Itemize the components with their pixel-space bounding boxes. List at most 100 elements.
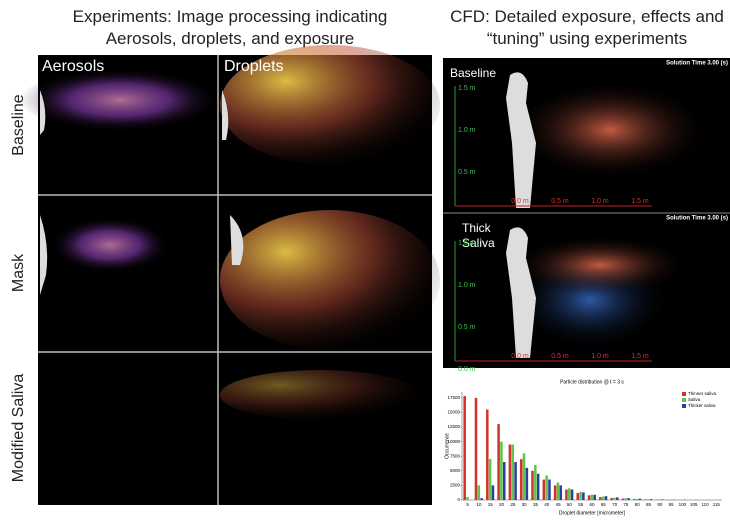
- bar: [650, 499, 653, 500]
- sim-y-label: 1.5 m: [458, 85, 476, 92]
- legend-swatch: [682, 404, 686, 408]
- bar: [633, 499, 636, 500]
- x-tick-label: 95: [669, 502, 675, 507]
- x-axis-label: Droplet diameter [micrometer]: [559, 510, 626, 516]
- sim-time: Solution Time 3.00 (s): [666, 216, 728, 222]
- bar: [526, 468, 529, 500]
- x-tick-label: 10: [476, 502, 482, 507]
- bar: [582, 492, 585, 500]
- sim-y-label: 0.5 m: [458, 169, 476, 176]
- x-tick-label: 110: [701, 502, 709, 507]
- column-label: Aerosols: [42, 58, 104, 75]
- bar: [534, 465, 537, 500]
- bar: [548, 480, 551, 500]
- sim-y-label: 0.0 m: [458, 366, 476, 373]
- bar: [497, 424, 500, 500]
- bar: [509, 445, 512, 500]
- aerosol-cloud: [20, 68, 220, 132]
- x-tick-label: 5: [466, 502, 469, 507]
- x-tick-label: 65: [601, 502, 607, 507]
- legend-label: Thicker saliva: [688, 403, 716, 408]
- y-tick-label: 12500: [447, 424, 460, 429]
- bar: [568, 488, 571, 500]
- bar: [661, 499, 664, 500]
- legend-label: Thinner saliva: [688, 391, 717, 396]
- sim-x-label: 0.0 m: [511, 198, 529, 205]
- bar: [599, 497, 602, 500]
- bar: [588, 495, 591, 500]
- x-tick-label: 50: [567, 502, 573, 507]
- bar: [520, 459, 523, 500]
- legend-label: Saliva: [688, 397, 701, 402]
- bar: [647, 499, 650, 500]
- bar: [565, 489, 568, 500]
- sim-x-label: 1.0 m: [591, 198, 609, 205]
- bar: [602, 496, 605, 500]
- bar: [560, 485, 563, 500]
- x-tick-label: 35: [533, 502, 539, 507]
- bar: [579, 492, 582, 500]
- bar: [545, 475, 548, 500]
- bar: [636, 499, 639, 500]
- bar: [523, 453, 526, 500]
- y-tick-label: 0: [457, 497, 460, 502]
- sim-x-label: 1.0 m: [591, 353, 609, 360]
- column-label: Droplets: [224, 58, 284, 75]
- x-tick-label: 75: [623, 502, 629, 507]
- y-tick-label: 2500: [450, 483, 461, 488]
- bar: [644, 499, 647, 500]
- x-tick-label: 80: [635, 502, 641, 507]
- chart-title: Particle distribution @ t = 3 s: [560, 379, 624, 385]
- x-tick-label: 40: [544, 502, 550, 507]
- figure: Experiments: Image processing indicating…: [0, 0, 730, 516]
- bar: [625, 498, 628, 500]
- bar: [480, 498, 483, 500]
- droplet-spray: [220, 370, 420, 420]
- x-tick-label: 45: [556, 502, 562, 507]
- bar: [639, 499, 642, 500]
- bar: [591, 495, 594, 500]
- x-tick-label: 60: [589, 502, 595, 507]
- sim-y-label: 0.5 m: [458, 324, 476, 331]
- y-tick-label: 7500: [450, 453, 461, 458]
- sim-label: Baseline: [450, 66, 496, 80]
- sim-x-label: 1.5 m: [631, 353, 649, 360]
- bar: [557, 482, 560, 500]
- sim-y-label: 1.0 m: [458, 127, 476, 134]
- bar: [463, 396, 466, 500]
- bar: [466, 497, 469, 500]
- bar: [593, 495, 596, 500]
- bar: [500, 442, 503, 500]
- sim-time: Solution Time 3.00 (s): [666, 61, 728, 67]
- bar: [475, 398, 478, 500]
- bar: [514, 462, 517, 500]
- left-title-1: Experiments: Image processing indicating…: [73, 7, 388, 48]
- bar: [489, 459, 492, 500]
- y-tick-label: 5000: [450, 468, 461, 473]
- x-tick-label: 70: [612, 502, 618, 507]
- bar: [537, 474, 540, 500]
- bar: [531, 471, 534, 500]
- bar: [478, 485, 481, 500]
- sim-x-label: 0.5 m: [551, 353, 569, 360]
- bar: [613, 498, 616, 500]
- y-tick-label: 17500: [447, 395, 460, 400]
- x-tick-label: 55: [578, 502, 584, 507]
- x-tick-label: 15: [488, 502, 494, 507]
- sim-x-label: 0.5 m: [551, 198, 569, 205]
- bar: [543, 480, 546, 500]
- droplet-spray: [220, 210, 440, 350]
- bar: [622, 499, 625, 500]
- bar: [486, 410, 489, 500]
- x-tick-label: 85: [646, 502, 652, 507]
- cfd-cloud: [510, 80, 710, 180]
- row-label: Baseline: [10, 94, 27, 155]
- legend-swatch: [682, 392, 686, 396]
- x-tick-label: 30: [522, 502, 528, 507]
- sim-x-label: 0.0 m: [511, 353, 529, 360]
- bar: [571, 489, 574, 500]
- x-tick-label: 100: [679, 502, 687, 507]
- bar: [610, 498, 613, 500]
- x-tick-label: 90: [657, 502, 663, 507]
- bar: [554, 485, 557, 500]
